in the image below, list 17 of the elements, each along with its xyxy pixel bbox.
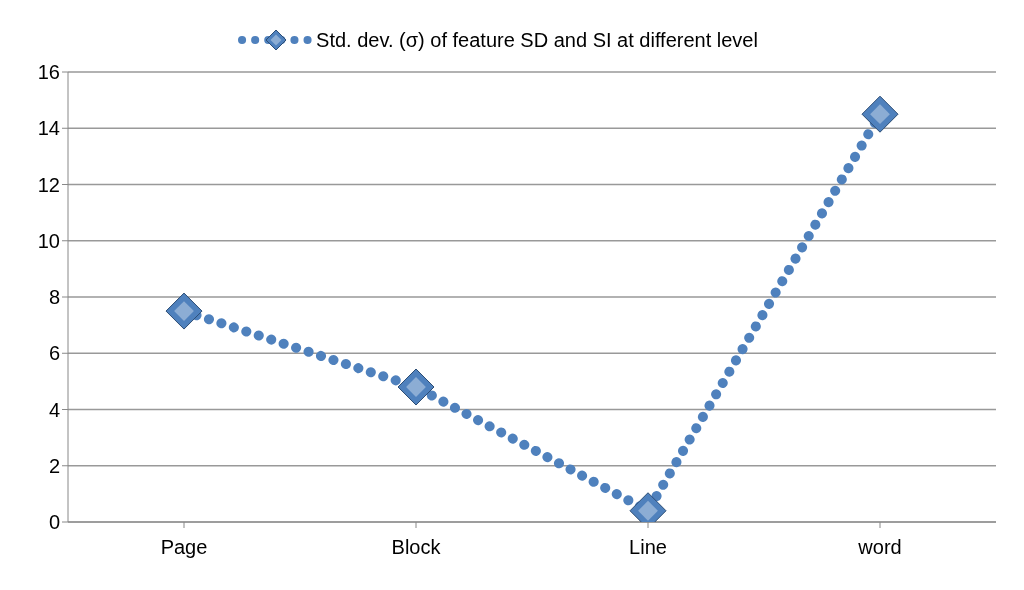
- x-tick-label: Page: [160, 536, 208, 559]
- y-tick-label: 16: [37, 61, 60, 84]
- y-tick-label: 14: [37, 117, 60, 140]
- y-tick-label: 6: [48, 342, 60, 365]
- point: [397, 368, 435, 406]
- y-tick-label: 0: [48, 511, 60, 534]
- y-tick-label: 4: [48, 398, 60, 421]
- y-tick-label: 12: [37, 173, 60, 196]
- point: [861, 95, 899, 133]
- x-tick-label: word: [857, 536, 902, 559]
- legend-label: Std. dev. (σ) of feature SD and SI at different level: [316, 28, 758, 52]
- x-tick-label: Line: [629, 536, 667, 559]
- y-tick-label: 2: [48, 454, 60, 477]
- x-tick-label: Block: [391, 536, 442, 559]
- y-tick-label: 10: [37, 229, 60, 252]
- y-tick-label: 8: [48, 286, 60, 309]
- point: [165, 292, 203, 330]
